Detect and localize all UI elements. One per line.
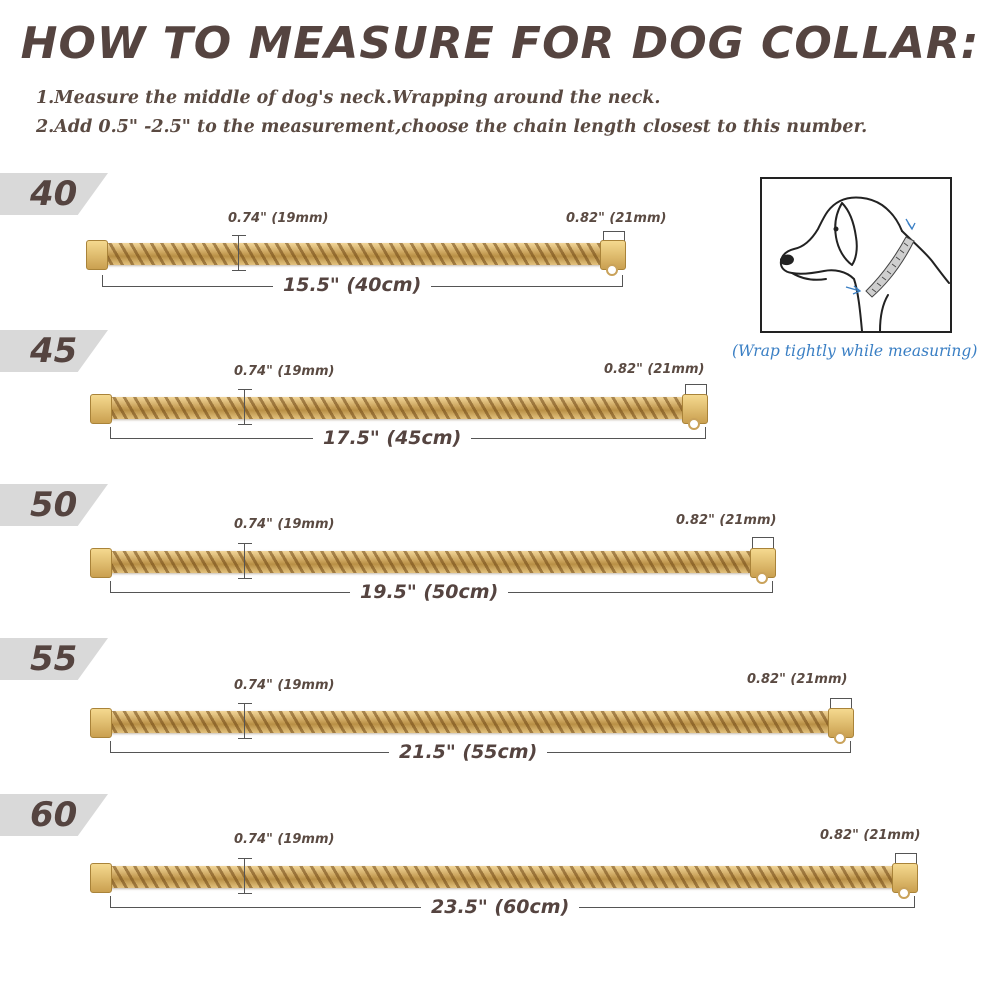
size-label: 55	[30, 639, 78, 679]
clasp-dimension-bracket	[685, 384, 707, 399]
chain-end-cap	[86, 240, 108, 270]
clasp-width-label: 0.82" (21mm)	[566, 211, 667, 226]
length-dimension-tick	[110, 581, 111, 593]
clasp-ring	[756, 572, 768, 584]
dog-neck-measuring-tape-icon	[779, 196, 950, 332]
clasp-ring	[606, 264, 618, 276]
chain-width-label: 0.74" (19mm)	[234, 832, 335, 847]
gold-chain	[104, 397, 690, 419]
chain-end-cap	[90, 863, 112, 893]
length-dimension-tick	[110, 427, 111, 439]
chain-width-label: 0.74" (19mm)	[228, 211, 329, 226]
size-label: 50	[30, 485, 78, 525]
chain-width-marker	[238, 389, 252, 425]
chain-width-marker	[232, 235, 246, 271]
chain-length-label: 21.5" (55cm)	[389, 741, 548, 763]
chain-length-label: 15.5" (40cm)	[273, 274, 432, 296]
gold-chain	[104, 866, 900, 888]
chain-width-marker	[238, 703, 252, 739]
chain-end-cap	[90, 548, 112, 578]
clasp-width-label: 0.82" (21mm)	[747, 672, 848, 687]
chain-width-label: 0.74" (19mm)	[234, 678, 335, 693]
clasp-dimension-bracket	[752, 537, 774, 552]
length-dimension-tick	[102, 275, 103, 287]
chain-width-label: 0.74" (19mm)	[234, 364, 335, 379]
dog-measuring-illustration	[760, 177, 952, 333]
clasp-dimension-bracket	[895, 853, 917, 868]
length-dimension-tick	[705, 427, 706, 439]
clasp-width-label: 0.82" (21mm)	[676, 513, 777, 528]
chain-length-label: 19.5" (50cm)	[350, 581, 509, 603]
chain-length-label: 23.5" (60cm)	[421, 896, 580, 918]
illustration-caption: (Wrap tightly while measuring)	[732, 342, 978, 360]
chain-width-marker	[238, 858, 252, 894]
instruction-step-2: 2.Add 0.5" -2.5" to the measurement,choo…	[36, 117, 868, 137]
gold-chain	[100, 243, 610, 265]
size-label: 40	[30, 174, 78, 214]
instruction-step-1: 1.Measure the middle of dog's neck.Wrapp…	[36, 88, 661, 108]
clasp-ring	[688, 418, 700, 430]
clasp-ring	[834, 732, 846, 744]
chain-width-label: 0.74" (19mm)	[234, 517, 335, 532]
gold-chain	[104, 551, 758, 573]
size-label: 45	[30, 331, 78, 371]
chain-end-cap	[90, 708, 112, 738]
length-dimension-tick	[110, 896, 111, 908]
clasp-dimension-bracket	[830, 698, 852, 713]
chain-width-marker	[238, 543, 252, 579]
length-dimension-tick	[110, 741, 111, 753]
gold-chain	[104, 711, 836, 733]
size-label: 60	[30, 795, 78, 835]
chain-length-label: 17.5" (45cm)	[313, 427, 472, 449]
page-title: HOW TO MEASURE FOR DOG COLLAR:	[20, 18, 980, 69]
box-clasp	[828, 708, 854, 738]
length-dimension-tick	[772, 581, 773, 593]
clasp-ring	[898, 887, 910, 899]
chain-end-cap	[90, 394, 112, 424]
length-dimension-tick	[914, 896, 915, 908]
clasp-width-label: 0.82" (21mm)	[604, 362, 705, 377]
clasp-dimension-bracket	[603, 231, 625, 246]
clasp-width-label: 0.82" (21mm)	[820, 828, 921, 843]
length-dimension-tick	[850, 741, 851, 753]
length-dimension-tick	[622, 275, 623, 287]
